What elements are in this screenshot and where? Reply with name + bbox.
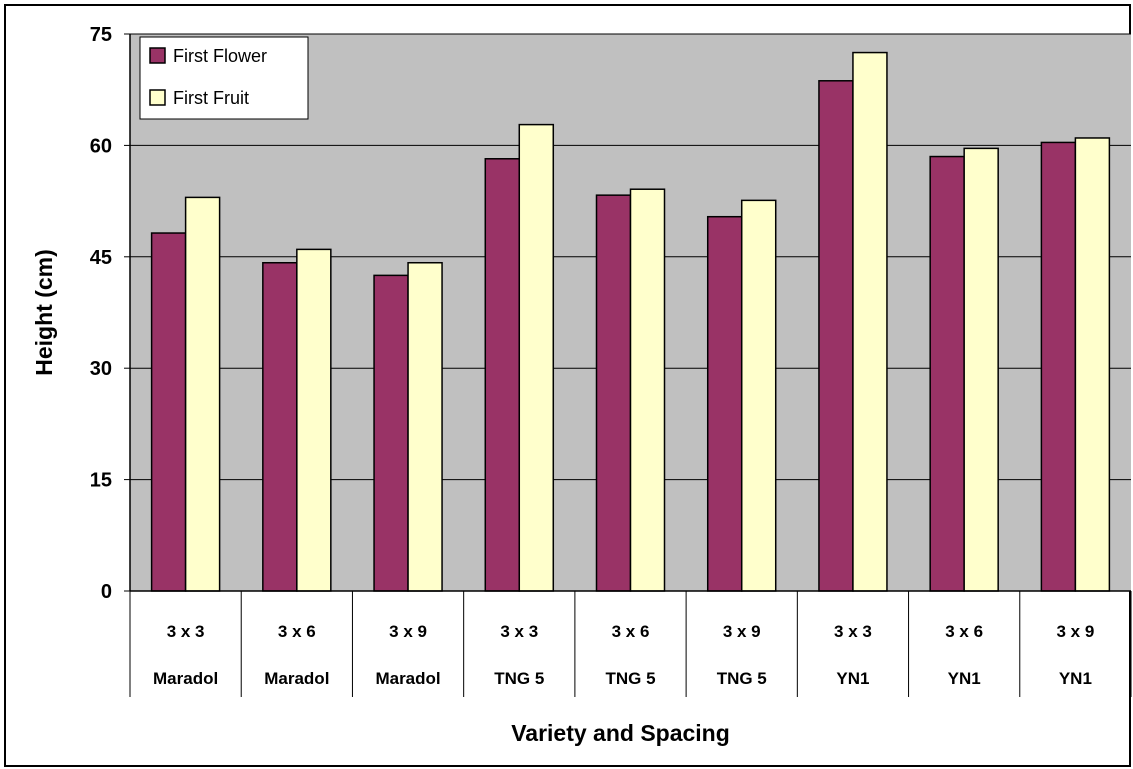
bar-first-fruit (740, 199, 777, 592)
x-category-labels: 3 x 3 Maradol 3 x 6 Maradol 3 x 9 Maradol 3 x … (153, 622, 1094, 688)
legend-swatch (149, 47, 166, 64)
x-spacing-label: 3 x 3 (167, 622, 205, 641)
legend-swatch (149, 89, 166, 106)
x-variety-label: TNG 5 (605, 669, 655, 688)
x-variety-label: Maradol (375, 669, 440, 688)
y-tick-labels: 0 15 30 45 60 75 (90, 24, 112, 603)
bar-first-flower (818, 80, 854, 592)
legend-label: First Flower (173, 46, 267, 66)
y-tick-label: 45 (90, 247, 112, 269)
bar-first-fruit (1074, 137, 1111, 592)
x-variety-label: YN1 (836, 669, 869, 688)
x-variety-label: YN1 (948, 669, 981, 688)
x-spacing-label: 3 x 3 (500, 622, 538, 641)
x-spacing-label: 3 x 9 (389, 622, 427, 641)
x-variety-label: Maradol (153, 669, 218, 688)
bars (150, 51, 1111, 592)
axes (124, 33, 1132, 697)
bar-first-fruit (407, 261, 443, 592)
y-tick-label: 75 (90, 24, 112, 46)
bar-first-fruit (296, 248, 332, 592)
bar-first-fruit (963, 147, 999, 592)
bar-first-fruit (184, 196, 221, 592)
bar-first-flower (595, 194, 632, 592)
x-spacing-label: 3 x 9 (1056, 622, 1094, 641)
y-tick-label: 15 (90, 470, 112, 492)
x-spacing-label: 3 x 6 (612, 622, 650, 641)
bar-first-fruit (629, 188, 666, 592)
bar-first-flower (1040, 141, 1077, 592)
x-spacing-label: 3 x 6 (945, 622, 983, 641)
bar-first-flower (929, 155, 965, 592)
x-spacing-label: 3 x 9 (723, 622, 761, 641)
legend: First Flower First Fruit (139, 36, 309, 120)
x-spacing-label: 3 x 6 (278, 622, 316, 641)
x-spacing-label: 3 x 3 (834, 622, 872, 641)
bar-first-flower (262, 261, 298, 592)
bar-first-fruit (852, 51, 888, 592)
legend-box (139, 36, 309, 120)
x-variety-label: YN1 (1059, 669, 1092, 688)
x-variety-label: TNG 5 (494, 669, 544, 688)
legend-label: First Fruit (173, 88, 249, 108)
x-variety-label: TNG 5 (717, 669, 767, 688)
bar-first-flower (484, 158, 521, 592)
bar-first-flower (150, 232, 187, 592)
x-axis-title: Variety and Spacing (511, 720, 730, 746)
x-variety-label: Maradol (264, 669, 329, 688)
bar-first-fruit (518, 123, 555, 592)
bar-first-flower (373, 274, 409, 592)
y-tick-label: 30 (90, 358, 112, 380)
y-tick-label: 60 (90, 135, 112, 157)
y-axis-title: Height (cm) (31, 249, 57, 376)
y-tick-label: 0 (101, 581, 112, 603)
bar-first-flower (706, 215, 743, 592)
